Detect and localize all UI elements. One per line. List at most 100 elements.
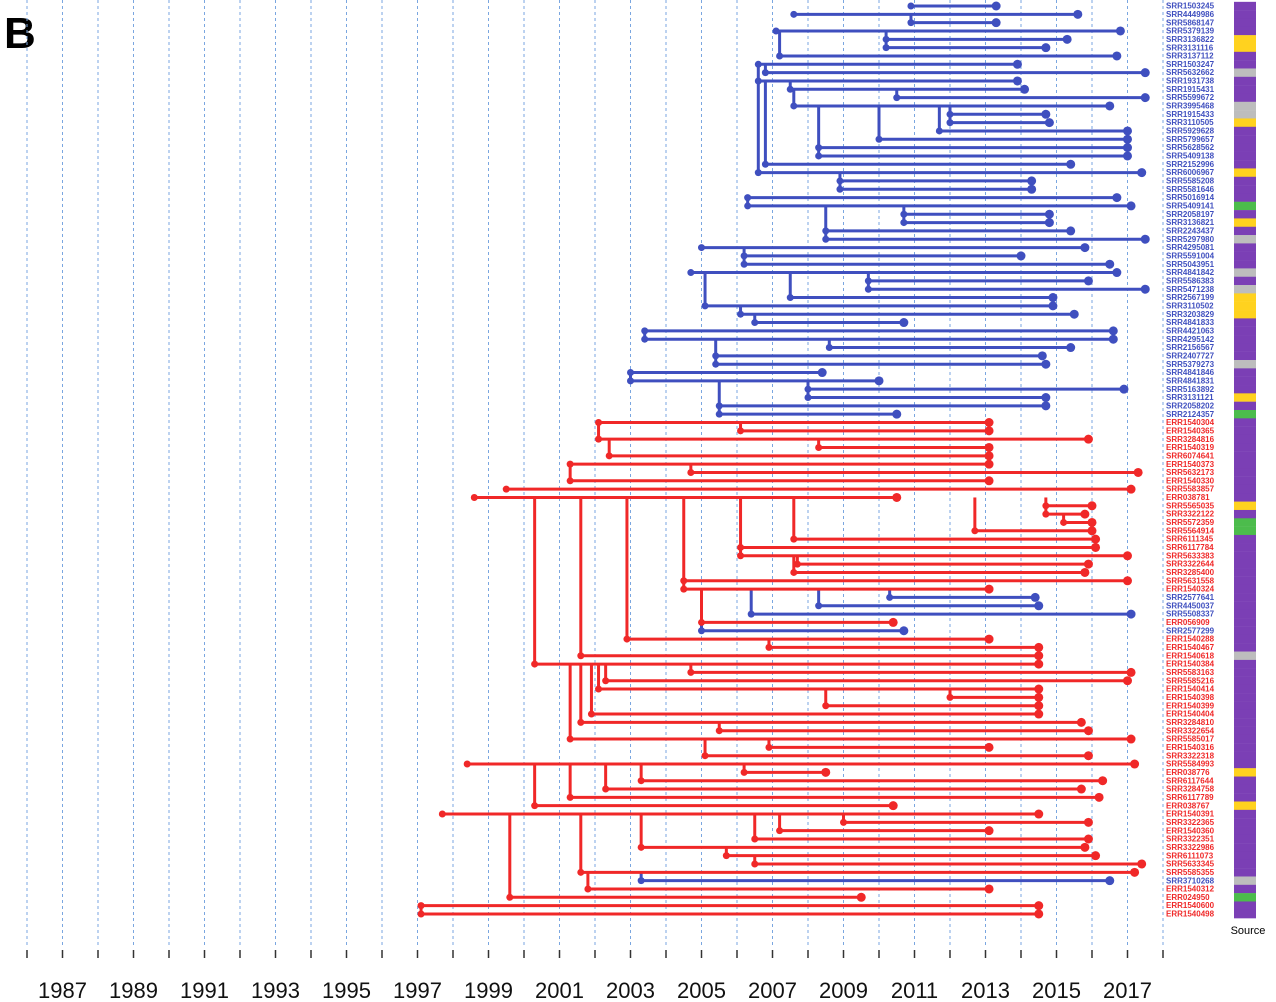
source-cell [1234, 35, 1256, 44]
x-tick-label: 1989 [109, 978, 158, 1002]
node [595, 685, 603, 693]
tip-label: ERR1540288 [1166, 635, 1215, 644]
tip-label: SRR4295081 [1166, 243, 1215, 252]
source-cell [1234, 584, 1256, 594]
source-cell [1234, 809, 1256, 819]
source-cell [1234, 884, 1256, 894]
tip-dot [1123, 551, 1132, 561]
node [531, 660, 539, 668]
source-cell [1234, 235, 1256, 244]
tip-label: SRR1931738 [1166, 77, 1215, 86]
source-cell [1234, 901, 1256, 911]
tip-dot [1066, 226, 1076, 236]
tip-dot [1126, 201, 1136, 211]
node [776, 827, 784, 835]
node [701, 302, 709, 310]
tip-label: SRR2243437 [1166, 227, 1215, 236]
node [687, 668, 695, 676]
tip-label: SRR5586383 [1166, 276, 1215, 285]
tip-label: SRR4841846 [1166, 368, 1215, 377]
node [836, 177, 844, 185]
tip-label: ERR1540498 [1166, 910, 1215, 919]
tip-label: SRR5409138 [1166, 152, 1215, 161]
tip-label: SRR6117644 [1166, 776, 1214, 785]
tip-label: SRR1915433 [1166, 110, 1215, 119]
tip-dot [1083, 751, 1093, 761]
source-cell [1234, 118, 1256, 127]
tip-dot [1140, 68, 1150, 78]
tip-label: SRR5572359 [1166, 518, 1215, 527]
tip-dot [984, 476, 994, 486]
source-cell [1234, 684, 1256, 694]
node [793, 560, 801, 568]
node [815, 443, 823, 451]
node [627, 369, 634, 377]
tip-label: SRR3110505 [1166, 118, 1214, 127]
tip-label: SRR3285400 [1166, 568, 1215, 577]
x-tick-label: 1991 [180, 978, 229, 1002]
tip-label: SRR6111345 [1166, 535, 1214, 544]
node [786, 294, 794, 302]
tip-label: SRR2567199 [1166, 293, 1215, 302]
source-cell [1234, 818, 1256, 827]
source-cell [1234, 10, 1256, 19]
source-cell [1234, 351, 1256, 361]
source-cell [1234, 459, 1256, 469]
tip-dot [984, 418, 994, 427]
node [815, 602, 823, 610]
node [744, 194, 752, 202]
x-tick-label: 2015 [1032, 978, 1081, 1002]
node [836, 185, 844, 193]
source-cell [1234, 534, 1256, 544]
source-cell [1234, 160, 1256, 169]
node [1042, 502, 1050, 510]
tip-label: ERR1540398 [1166, 693, 1215, 702]
node [751, 319, 759, 327]
node [637, 877, 645, 885]
node [790, 535, 798, 543]
node [566, 460, 574, 468]
tip-dot [1080, 567, 1090, 577]
tip-dot [1112, 51, 1122, 61]
node [946, 110, 954, 118]
source-cell [1234, 476, 1256, 486]
tip-label: SRR5379139 [1166, 27, 1215, 36]
source-cell [1234, 601, 1256, 611]
tip-dot [1112, 268, 1122, 278]
source-cell [1234, 543, 1256, 552]
tip-dot [1094, 792, 1104, 802]
node [602, 785, 610, 793]
tip-label: SRR3110502 [1166, 301, 1214, 310]
tip-dot [1083, 559, 1093, 569]
tip-label: SRR4421063 [1166, 326, 1215, 335]
tip-label: SRR3995468 [1166, 102, 1215, 111]
source-cell [1234, 876, 1256, 886]
tip-dot [1080, 509, 1090, 519]
node [790, 568, 798, 576]
tip-dot [821, 767, 831, 777]
tip-label: ERR1540414 [1166, 685, 1215, 694]
source-cell [1234, 634, 1256, 644]
node [946, 693, 954, 701]
tip-dot [991, 18, 1001, 28]
source-cell [1234, 501, 1256, 511]
tip-dot [984, 451, 994, 461]
node [761, 69, 769, 77]
source-cell [1234, 468, 1256, 477]
node [417, 902, 425, 910]
tip-label: SRR4295142 [1166, 335, 1215, 344]
source-cell [1234, 526, 1256, 536]
source-cell [1234, 493, 1256, 502]
node [946, 119, 954, 127]
tip-label: ERR1540319 [1166, 443, 1215, 452]
node [786, 85, 794, 93]
node [587, 710, 595, 718]
source-cell [1234, 143, 1256, 152]
node [722, 852, 730, 860]
source-cell [1234, 784, 1256, 794]
tip-label: ERR1540316 [1166, 743, 1215, 752]
source-cell [1234, 218, 1256, 227]
tip-label: SRR3322365 [1166, 818, 1215, 827]
node [737, 427, 745, 435]
